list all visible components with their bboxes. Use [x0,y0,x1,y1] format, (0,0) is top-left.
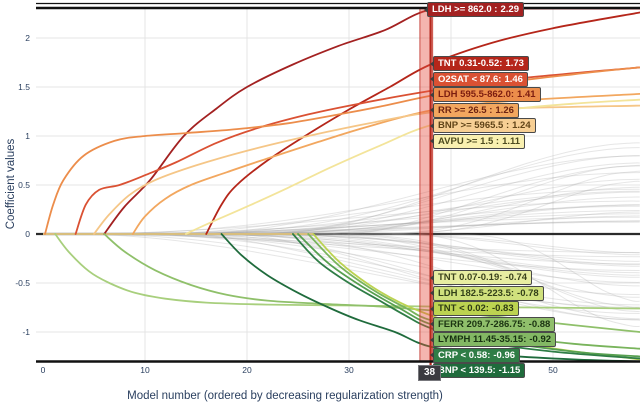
annotation-label-negative-1: TNT 0.07-0.19: -0.74 [433,270,533,285]
background-curve [59,233,640,314]
annotation-label-positive-2: TNT 0.31-0.52: 1.73 [433,56,529,71]
annotation-condition: BNP < 139.5: [438,365,496,376]
annotation-label-negative-3: TNT < 0.02: -0.83 [433,301,519,316]
annotation-condition: LDH 182.5-223.5: [438,287,515,299]
y-tick-label: -0.5 [15,278,30,288]
annotation-value: -1.15 [498,365,521,376]
annotation-value: 1.24 [512,120,531,131]
annotation-value: 1.11 [502,135,521,147]
annotation-label-positive-5: RR >= 26.5 :1.26 [433,102,519,118]
annotation-value: -0.88 [528,318,551,330]
x-axis-title: Model number (ordered by decreasing regu… [127,390,443,402]
x-tick-label: 20 [242,365,252,375]
annotation-value: -0.96 [493,349,516,361]
background-curve [84,233,640,253]
annotation-label-positive-3: O2SAT < 87.6: 1.46 [433,71,528,87]
annotation-label-negative-4: FERR 209.7-286.75: -0.88 [433,316,556,332]
background-curve [347,165,640,235]
annotation-label-negative-6: CRP < 0.58: -0.96 [433,347,521,363]
background-curve [346,170,640,235]
background-curve [168,188,640,235]
annotation-label-positive-1: LDH >= 862.0 :2.29 [427,2,524,17]
annotation-condition: O2SAT < 87.6: [438,73,502,85]
background-curve [181,155,640,235]
selected-model-badge[interactable]: 38 [418,365,441,381]
background-curve [233,196,640,235]
background-curve [261,142,640,235]
x-tick-label: 30 [344,365,354,375]
background-curve [418,233,640,302]
background-curve [161,233,640,321]
y-tick-label: 0.5 [18,180,30,190]
background-curve [134,233,640,258]
x-tick-label: 0 [40,365,46,375]
annotation-value: -0.83 [491,303,514,314]
annotation-value: -0.92 [529,334,552,345]
annotation-condition: FERR 209.7-286.75: [438,318,526,330]
background-curve [185,233,640,310]
annotation-value: -0.78 [517,287,539,299]
background-curve [95,233,640,296]
annotation-condition: LDH 595.5-862.0: [438,89,515,100]
background-curve [296,233,640,254]
coefficient-curve-13 [292,233,640,360]
background-curve [215,233,640,274]
background-curve [70,233,640,308]
annotation-value: 1.26 [495,104,514,116]
annotation-condition: TNT 0.31-0.52: [438,58,503,69]
y-tick-label: 0 [25,229,30,239]
coefficient-curve-6 [93,104,640,235]
background-curve [361,233,640,256]
background-curve [232,233,640,287]
annotation-label-negative-2: LDH 182.5-223.5: -0.78 [433,285,544,301]
background-curve [332,211,640,235]
annotation-condition: BNP >= 5965.5 : [438,120,510,131]
y-tick-label: -1 [22,327,30,337]
x-tick-label: 50 [548,365,558,375]
annotation-condition: LDH >= 862.0 : [432,4,498,15]
y-tick-label: 1 [25,131,30,141]
background-curve [54,172,640,235]
annotation-label-negative-5: LYMPH 11.45-35.15: -0.92 [433,332,557,347]
annotation-label-positive-7: AVPU >= 1.5 :1.11 [433,133,526,149]
background-curve [342,180,640,235]
annotation-label-positive-4: LDH 595.5-862.0: 1.41 [433,87,541,102]
background-curve [148,233,640,271]
annotation-condition: TNT < 0.02: [438,303,489,314]
background-curve [275,233,640,313]
background-curves [45,142,640,328]
annotation-value: 1.46 [504,73,523,85]
annotation-condition: CRP < 0.58: [438,349,491,361]
coefficient-curve-12 [297,233,640,358]
curves-layer [43,6,640,362]
background-curve [258,233,640,308]
coefficient-curve-7 [184,98,640,235]
annotation-value: 1.73 [505,58,524,69]
annotation-value: -0.74 [505,272,528,283]
annotation-condition: RR >= 26.5 : [438,104,493,116]
annotation-condition: AVPU >= 1.5 : [438,135,500,147]
background-curve [113,233,640,306]
background-curve [295,164,640,235]
background-curve [69,200,640,235]
background-curve [236,162,640,235]
background-curve [242,204,640,235]
y-tick-label: 2 [25,33,30,43]
background-curve [278,233,640,298]
background-curve [248,155,640,235]
annotation-value: 2.29 [500,4,519,15]
y-tick-label: 1.5 [18,82,30,92]
annotation-condition: LYMPH 11.45-35.15: [438,334,527,345]
background-curve [286,186,640,235]
annotation-label-positive-6: BNP >= 5965.5 :1.24 [433,118,536,133]
annotation-value: 1.41 [517,89,536,100]
annotation-label-negative-7: BNP < 139.5: -1.15 [433,363,526,378]
annotation-condition: TNT 0.07-0.19: [438,272,503,283]
x-tick-label: 10 [140,365,150,375]
coefficient-curve-14 [220,233,640,362]
coefficient-curve-2 [205,11,640,235]
